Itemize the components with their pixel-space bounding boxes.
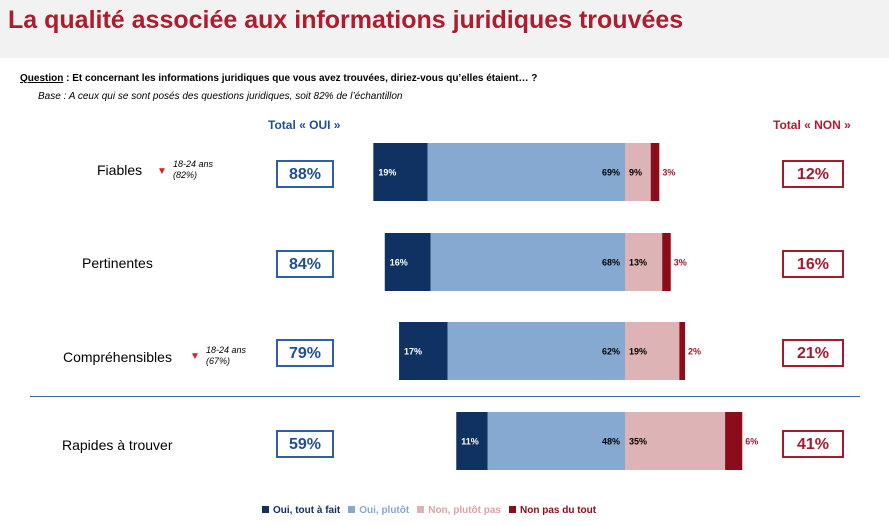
row-label-fiables: Fiables [97, 162, 143, 178]
bar-segment-plutot [447, 322, 625, 380]
data-label: 11% [461, 437, 479, 447]
total-non-comprehensibles: 21% [782, 339, 844, 367]
data-label: 69% [602, 168, 620, 178]
legend-swatch [348, 505, 356, 513]
data-label: 3% [674, 258, 687, 268]
legend-item: Oui, tout à fait [262, 505, 340, 516]
page-title: La qualité associée aux informations jur… [8, 6, 684, 34]
bar-segment-pas-du-tout [662, 233, 671, 291]
down-triangle-icon: ▼ [190, 351, 200, 362]
bar-segment-tout-a-fait [384, 233, 431, 291]
bar-segment-plutot [427, 143, 625, 201]
question-label: Question [20, 73, 64, 84]
row-label-comprehensibles: Compréhensibles [63, 349, 172, 365]
data-label: 48% [602, 437, 620, 447]
base-note: Base : A ceux qui se sont posés des ques… [38, 91, 403, 102]
total-oui-comprehensibles: 79% [276, 339, 334, 367]
data-label: 35% [629, 437, 647, 447]
legend-label: Oui, tout à fait [273, 505, 341, 516]
total-non-fiables: 12% [782, 160, 844, 188]
total-oui-pertinentes: 84% [276, 250, 334, 278]
bar-segment-plutot-pas [625, 412, 726, 470]
bar-segment-plutot-pas [625, 322, 680, 380]
bar-segment-tout-a-fait [399, 322, 448, 380]
question-text: Question : Et concernant les information… [20, 73, 537, 84]
bar-segment-pas-du-tout [725, 412, 743, 470]
down-triangle-icon: ▼ [157, 166, 167, 177]
legend-swatch [417, 505, 425, 513]
legend-label: Non pas du tout [520, 505, 597, 516]
data-label: 13% [629, 258, 647, 268]
data-label: 6% [745, 437, 758, 447]
bar-segment-pas-du-tout [650, 143, 660, 201]
question-body: : Et concernant les informations juridiq… [63, 73, 538, 84]
data-label: 3% [662, 168, 675, 178]
data-label: 17% [404, 347, 422, 357]
total-non-pertinentes: 16% [782, 250, 844, 278]
data-label: 2% [688, 347, 701, 357]
bar-segment-plutot [430, 233, 625, 291]
bar-segment-plutot-pas [625, 143, 651, 201]
data-label: 9% [629, 168, 642, 178]
total-non-header: Total « NON » [773, 118, 851, 132]
legend-label: Non, plutôt pas [428, 505, 501, 516]
total-non-rapides: 41% [782, 430, 844, 458]
title-band [0, 0, 889, 58]
legend-item: Non pas du tout [509, 505, 596, 516]
bar-segment-plutot-pas [625, 233, 663, 291]
row-label-pertinentes: Pertinentes [82, 255, 153, 271]
data-label: 16% [390, 258, 408, 268]
data-label: 19% [629, 347, 647, 357]
bar-segment-tout-a-fait [373, 143, 428, 201]
legend-item: Oui, plutôt [348, 505, 409, 516]
data-label: 62% [602, 347, 620, 357]
legend-swatch [262, 505, 269, 513]
chart-legend: Oui, tout à fait Oui, plutôt Non, plutôt p… [262, 505, 604, 516]
total-oui-header: Total « OUI » [268, 118, 341, 132]
divider [30, 396, 860, 397]
row-note-comprehensibles: 18-24 ans (67%) [206, 345, 247, 366]
total-oui-fiables: 88% [276, 160, 334, 188]
row-label-rapides: Rapides à trouver [62, 437, 173, 453]
bar-segment-pas-du-tout [679, 322, 686, 380]
legend-item: Non, plutôt pas [417, 505, 501, 516]
row-note-fiables: 18-24 ans (82%) [173, 159, 214, 180]
total-oui-rapides: 59% [276, 430, 334, 458]
legend-label: Oui, plutôt [359, 505, 410, 516]
data-label: 19% [378, 168, 396, 178]
legend-swatch [509, 505, 516, 513]
data-label: 68% [602, 258, 620, 268]
bar-segment-plutot [487, 412, 625, 470]
bar-segment-tout-a-fait [456, 412, 488, 470]
